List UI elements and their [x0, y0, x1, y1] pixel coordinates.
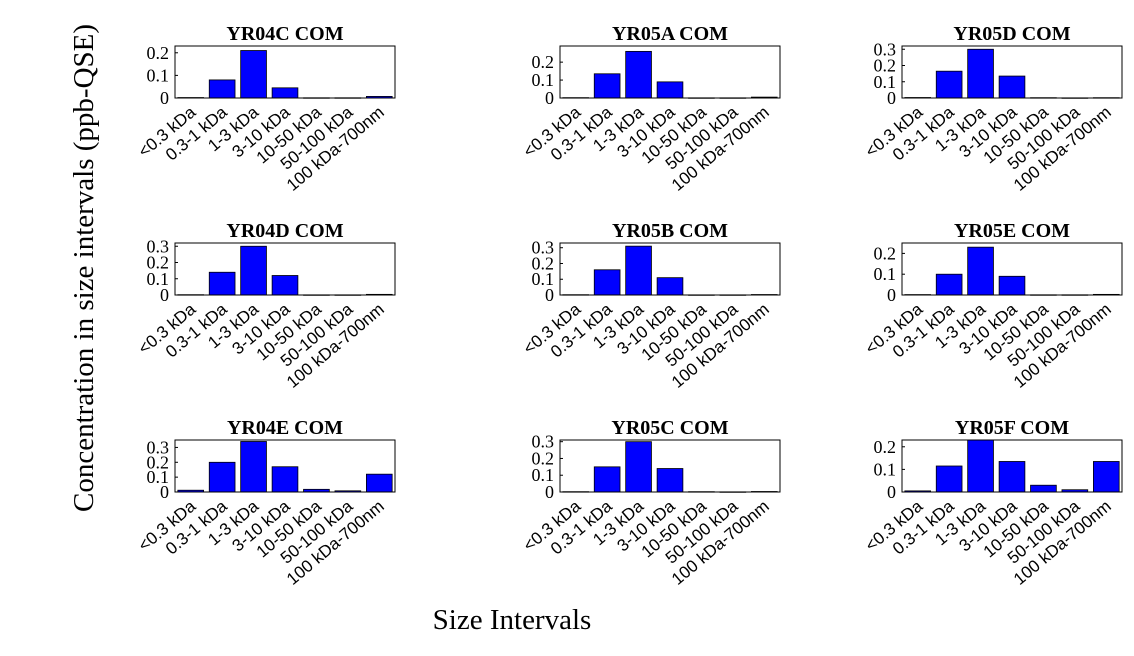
bar: [935, 70, 963, 99]
axes-box: [559, 242, 781, 296]
y-tick-label: 0.1: [874, 72, 897, 92]
bar: [271, 466, 299, 493]
bar: [208, 461, 236, 493]
y-tick-label: 0.2: [147, 43, 170, 63]
y-tick-label: 0: [160, 88, 169, 108]
bar: [240, 245, 267, 296]
y-tick-label: 0.1: [147, 467, 170, 487]
y-tick-label: 0.3: [532, 238, 555, 258]
bar: [998, 275, 1026, 296]
bar: [240, 441, 267, 493]
bar: [998, 461, 1026, 493]
y-tick-label: 0: [160, 482, 169, 502]
subplot-title: YR04D COM: [226, 220, 343, 242]
y-tick-label: 0: [887, 88, 896, 108]
bar: [625, 50, 652, 99]
bar: [240, 50, 267, 99]
y-tick-label: 0.1: [147, 65, 170, 85]
bar: [208, 79, 236, 99]
bar: [656, 277, 684, 296]
y-tick-label: 0.2: [874, 56, 897, 76]
bar: [1030, 484, 1057, 493]
axes-box: [174, 45, 396, 99]
bar: [271, 87, 299, 99]
y-tick-label: 0.1: [532, 465, 555, 485]
bar: [656, 81, 684, 99]
y-tick-label: 0: [160, 285, 169, 305]
y-tick-label: 0: [887, 482, 896, 502]
axes-box: [559, 439, 781, 493]
y-tick-label: 0.3: [532, 432, 555, 452]
bar: [967, 48, 994, 99]
axes-box: [901, 242, 1123, 296]
bar: [656, 468, 684, 493]
y-tick-label: 0: [545, 88, 554, 108]
y-axis-label: Concentration in size intervals (ppb-QSE…: [68, 24, 100, 512]
bar: [967, 439, 994, 493]
bar: [935, 465, 963, 493]
bar: [998, 75, 1026, 99]
y-tick-label: 0.1: [532, 269, 555, 289]
bar: [593, 73, 621, 99]
subplot-title: YR05E COM: [954, 220, 1070, 242]
axes-box: [559, 45, 781, 99]
subplot-title: YR05D COM: [953, 23, 1070, 45]
y-tick-label: 0.2: [147, 452, 170, 472]
bar: [967, 246, 994, 296]
y-tick-label: 0.1: [532, 70, 555, 90]
subplot-title: YR05B COM: [612, 220, 728, 242]
axes-box: [901, 45, 1123, 99]
bar: [935, 273, 963, 296]
subplot-title: YR05A COM: [612, 23, 728, 45]
y-tick-label: 0.2: [532, 253, 555, 273]
y-tick-label: 0: [545, 482, 554, 502]
axes-box: [174, 242, 396, 296]
bar: [625, 441, 652, 493]
axes-box: [174, 439, 396, 493]
y-tick-label: 0.2: [532, 448, 555, 468]
y-tick-label: 0.2: [147, 253, 170, 273]
bar: [365, 473, 393, 493]
y-tick-label: 0.3: [147, 236, 170, 256]
y-tick-label: 0.2: [532, 52, 555, 72]
y-tick-label: 0.3: [874, 39, 897, 59]
y-tick-label: 0.1: [874, 264, 897, 284]
y-tick-label: 0.2: [874, 437, 897, 457]
y-tick-label: 0.1: [147, 269, 170, 289]
bar: [593, 466, 621, 493]
subplot-title: YR05F COM: [955, 417, 1069, 439]
subplot-title: YR04C COM: [226, 23, 343, 45]
axes-box: [901, 439, 1123, 493]
bar: [271, 275, 299, 296]
bar: [208, 271, 236, 296]
y-tick-label: 0: [887, 285, 896, 305]
bar: [1093, 461, 1120, 493]
subplot-title: YR04E COM: [227, 417, 343, 439]
x-axis-label: Size Intervals: [433, 604, 592, 636]
y-tick-label: 0.1: [874, 459, 897, 479]
subplot-title: YR05C COM: [611, 417, 728, 439]
y-tick-label: 0: [545, 285, 554, 305]
y-tick-label: 0.3: [147, 437, 170, 457]
y-tick-label: 0.2: [874, 243, 897, 263]
bar: [625, 245, 652, 296]
bar: [593, 269, 621, 296]
